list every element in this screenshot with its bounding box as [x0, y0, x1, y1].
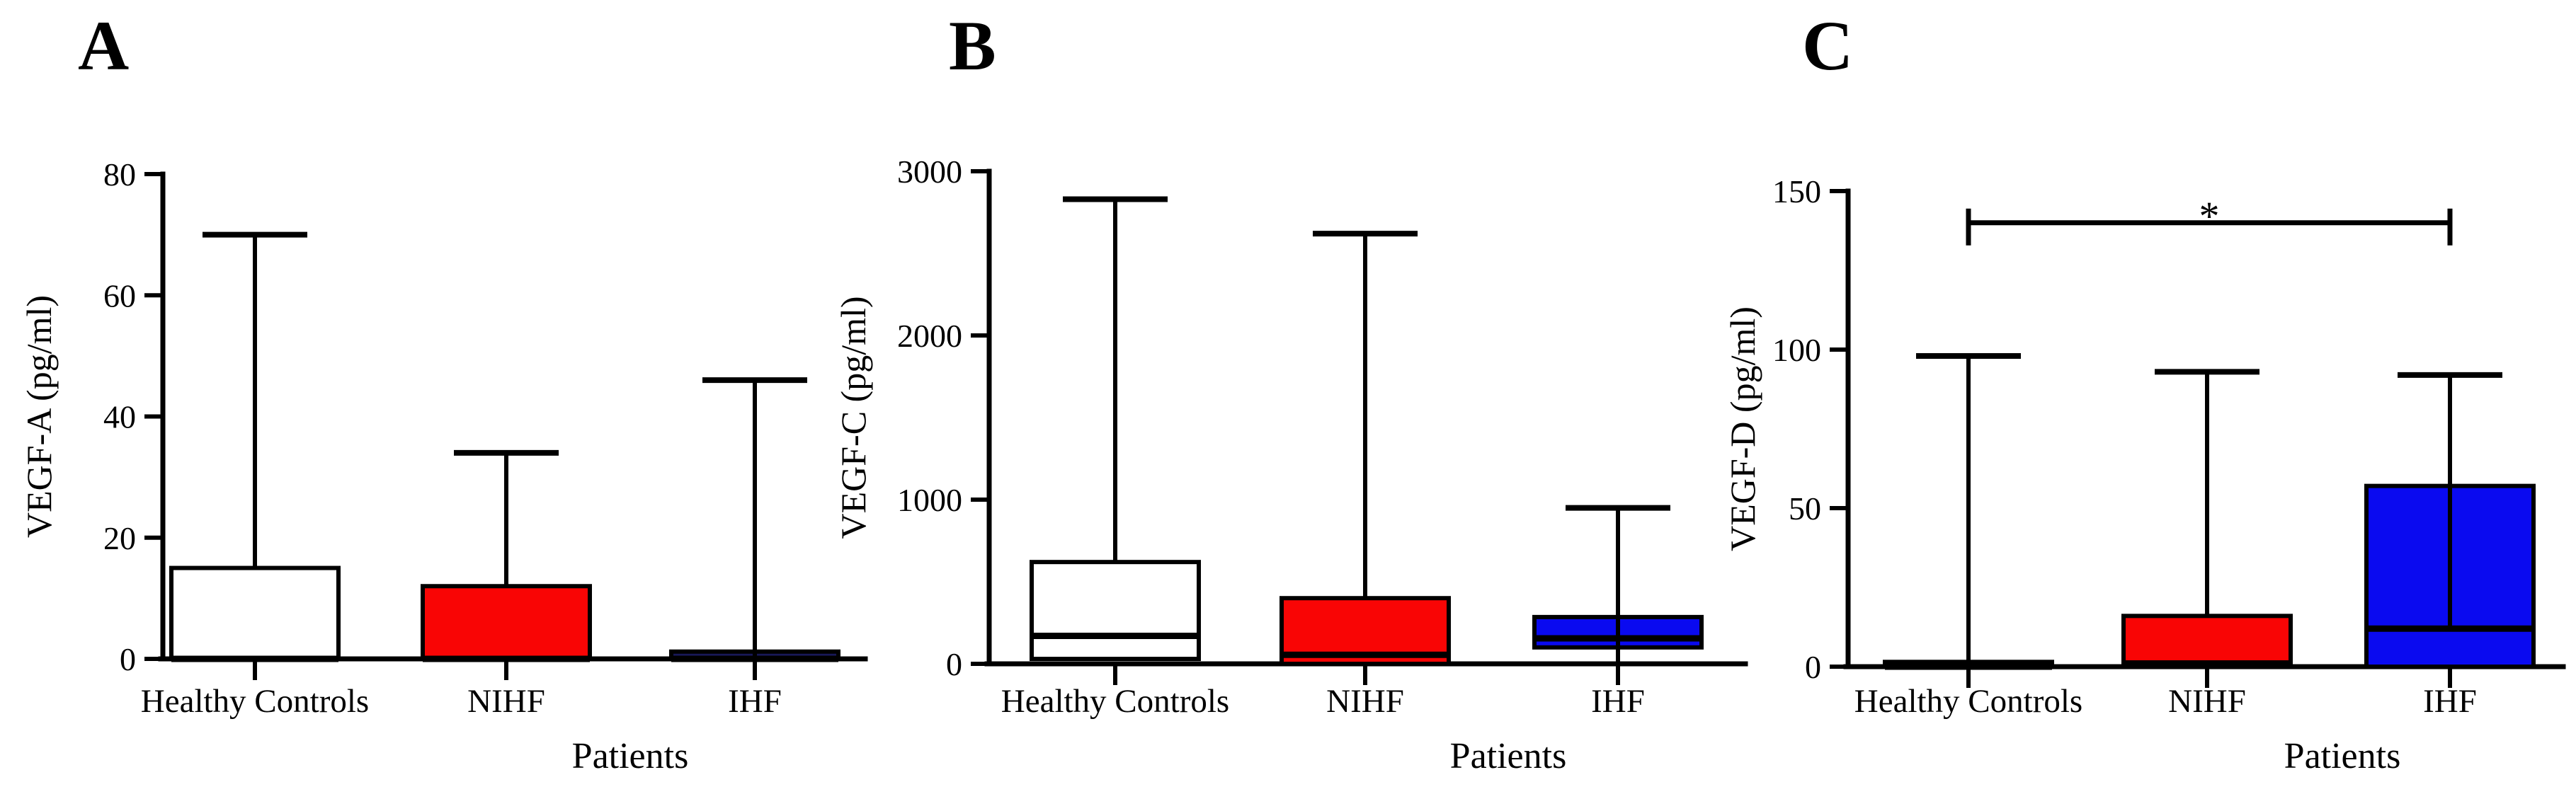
panel-c-significance-label: *	[2199, 193, 2220, 239]
panel-c-letter: C	[1802, 6, 1853, 85]
panel-c-box-nihf	[2121, 614, 2293, 669]
panel-b-ytick-label-1: 1000	[897, 482, 962, 518]
panel-c-category-label-nihf: NIHF	[2168, 683, 2246, 720]
panel-b-ytick-label-0: 0	[946, 646, 962, 682]
panel-a-category-label-nihf: NIHF	[467, 683, 545, 720]
panel-a-ytick-label-4: 80	[103, 156, 136, 192]
panel-c-category-label-ihf: IHF	[2423, 683, 2477, 720]
panel-b-ytick-label-2: 2000	[897, 318, 962, 354]
panel-b-x-axis-title: Patients	[1450, 736, 1567, 776]
panel-a-category-label-healthy-controls: Healthy Controls	[141, 683, 369, 720]
panel-b-category-label-ihf: IHF	[1591, 683, 1645, 720]
panel-a-ytick-label-2: 40	[103, 399, 136, 435]
panel-b-category-label-nihf: NIHF	[1326, 683, 1404, 720]
panel-a-letter: A	[78, 6, 129, 85]
panel-c-x-axis-title: Patients	[2284, 736, 2401, 776]
panel-b-letter: B	[949, 6, 996, 85]
panel-c-ytick-label-1: 50	[1789, 490, 1821, 527]
panel-a-category-label-ihf: IHF	[728, 683, 782, 720]
panel-c-y-axis-label: VEGF-D (pg/ml)	[1723, 306, 1762, 551]
panel-a-ytick-label-3: 60	[103, 277, 136, 314]
panel-c-ytick-label-0: 0	[1805, 649, 1821, 685]
panel-a-box-healthy-controls	[169, 565, 341, 661]
panel-b-category-label-healthy-controls: Healthy Controls	[1001, 683, 1229, 720]
panel-c-category-label-healthy-controls: Healthy Controls	[1854, 683, 2082, 720]
panel-b-y-axis-label: VEGF-C (pg/ml)	[833, 296, 873, 539]
panel-c-ytick-label-3: 150	[1772, 173, 1821, 209]
panel-c-ytick-label-2: 100	[1772, 332, 1821, 368]
panel-a-x-axis-title: Patients	[572, 736, 689, 776]
panel-a-y-axis-label: VEGF-A (pg/ml)	[19, 295, 59, 538]
panel-a-ytick-label-0: 0	[120, 641, 136, 677]
panel-b-ytick-label-3: 3000	[897, 154, 962, 190]
panel-a-box-nihf	[421, 584, 592, 661]
panel-a-ytick-label-1: 20	[103, 520, 136, 556]
panel-b-box-healthy-controls	[1030, 560, 1201, 662]
